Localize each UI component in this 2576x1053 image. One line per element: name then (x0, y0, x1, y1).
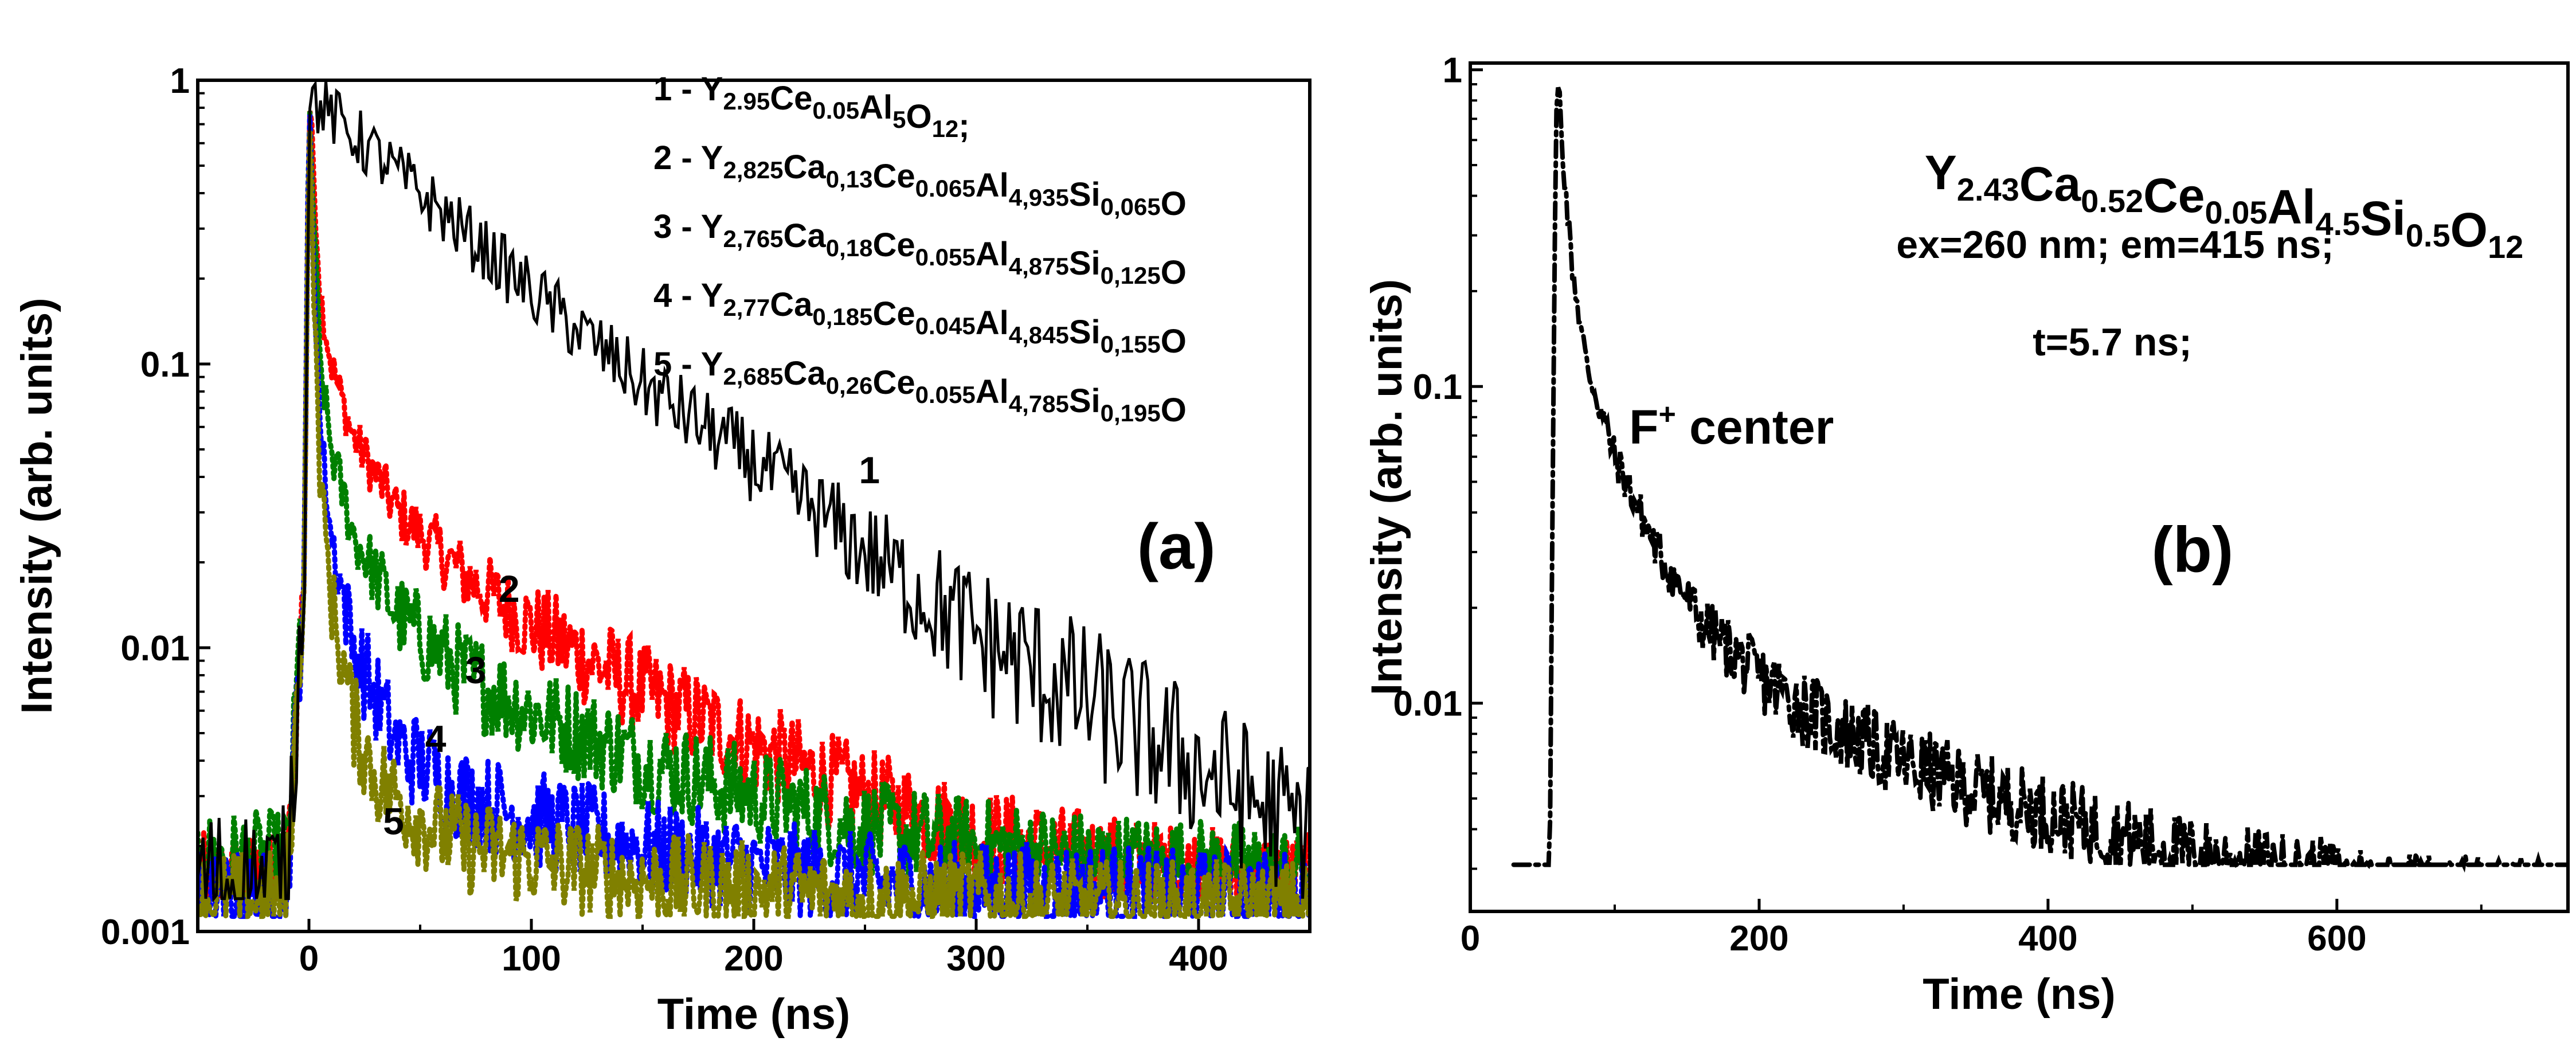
a-y-tick-label: 1 (170, 61, 190, 101)
panel-b-f-center-annotation: F+ center (1629, 398, 1834, 454)
b-x-tick-label: 400 (2018, 919, 2077, 958)
a-x-tick-label: 200 (724, 939, 783, 978)
curve-label-3: 3 (465, 649, 487, 691)
series-3-line (198, 111, 1310, 886)
curve-label-4: 4 (425, 717, 447, 760)
panel-a-x-axis-title: Time (ns) (657, 990, 850, 1039)
panel-b-lifetime: t=5.7 ns; (2033, 320, 2192, 364)
f-center-decay-line (1511, 87, 2568, 873)
panel-b-compound-formula: Y2.43Ca0.52Ce0.05Al4.5Si0.5O12 (1925, 146, 2524, 265)
legend-entry-5: 5 - Y2,685Ca0,26Ce0.055Al4,785Si0,195O (653, 346, 1187, 429)
b-x-tick-label: 200 (1729, 919, 1788, 958)
legend-entry-1: 1 - Y2.95Ce0.05Al5O12; (653, 71, 970, 144)
a-x-tick-label: 0 (299, 939, 319, 978)
b-y-tick-label: 0.1 (1413, 367, 1462, 407)
panel-b-y-axis-title: Intensity (arb. units) (1363, 279, 1411, 695)
series-2-line (198, 110, 1310, 907)
a-x-tick-label: 300 (946, 939, 1005, 978)
panel-b: 0 200 400 600 0.01 0.1 1 Time (ns) Intensity … (1363, 51, 2570, 1019)
curve-label-5: 5 (383, 800, 404, 843)
panel-a-x-axis: 0 100 200 300 400 (299, 919, 1228, 978)
curve-label-1: 1 (859, 449, 880, 491)
b-x-tick-label: 0 (1461, 919, 1480, 958)
panel-b-plot-frame (1469, 61, 2570, 913)
panel-b-label: (b) (2151, 514, 2233, 585)
panel-b-x-axis: 0 200 400 600 (1461, 899, 2483, 958)
a-x-tick-label: 400 (1169, 939, 1228, 978)
panel-a-series-group (198, 80, 1310, 925)
series-5-line (198, 132, 1310, 925)
a-x-tick-label: 100 (502, 939, 561, 978)
curve-label-2: 2 (499, 567, 520, 610)
panel-a: 0 100 200 300 400 0.001 0.01 0.1 1 Time (ns) In… (13, 61, 1312, 1039)
legend-entry-4: 4 - Y2,77Ca0,185Ce0.045Al4,845Si0,155O (653, 277, 1187, 360)
panel-b-x-axis-title: Time (ns) (1923, 970, 2115, 1019)
b-y-tick-label: 0.01 (1393, 684, 1462, 724)
legend-entry-2: 2 - Y2,825Ca0,13Ce0.065Al4,935Si0,065O (653, 139, 1187, 222)
a-y-tick-label: 0.01 (120, 629, 190, 668)
panel-a-y-axis: 0.001 0.01 0.1 1 (101, 61, 210, 952)
panel-b-y-axis: 0.01 0.1 1 (1393, 51, 1483, 870)
a-y-tick-label: 0.001 (101, 913, 190, 952)
a-y-tick-label: 0.1 (140, 345, 190, 385)
panel-a-y-axis-title: Intensity (arb. units) (13, 297, 61, 714)
b-y-tick-label: 1 (1443, 51, 1462, 91)
b-x-tick-label: 600 (2307, 919, 2366, 958)
panel-a-label: (a) (1137, 511, 1216, 582)
series-1-line (198, 80, 1310, 903)
legend-entry-3: 3 - Y2,765Ca0,18Ce0.055Al4,875Si0,125O (653, 208, 1187, 291)
series-4-line (198, 114, 1310, 924)
panel-a-legend: 1 - Y2.95Ce0.05Al5O12;2 - Y2,825Ca0,13Ce… (653, 71, 1187, 429)
panel-b-excitation-emission: ex=260 nm; em=415 ns; (1896, 223, 2334, 267)
panel-b-series-group (1511, 87, 2568, 873)
